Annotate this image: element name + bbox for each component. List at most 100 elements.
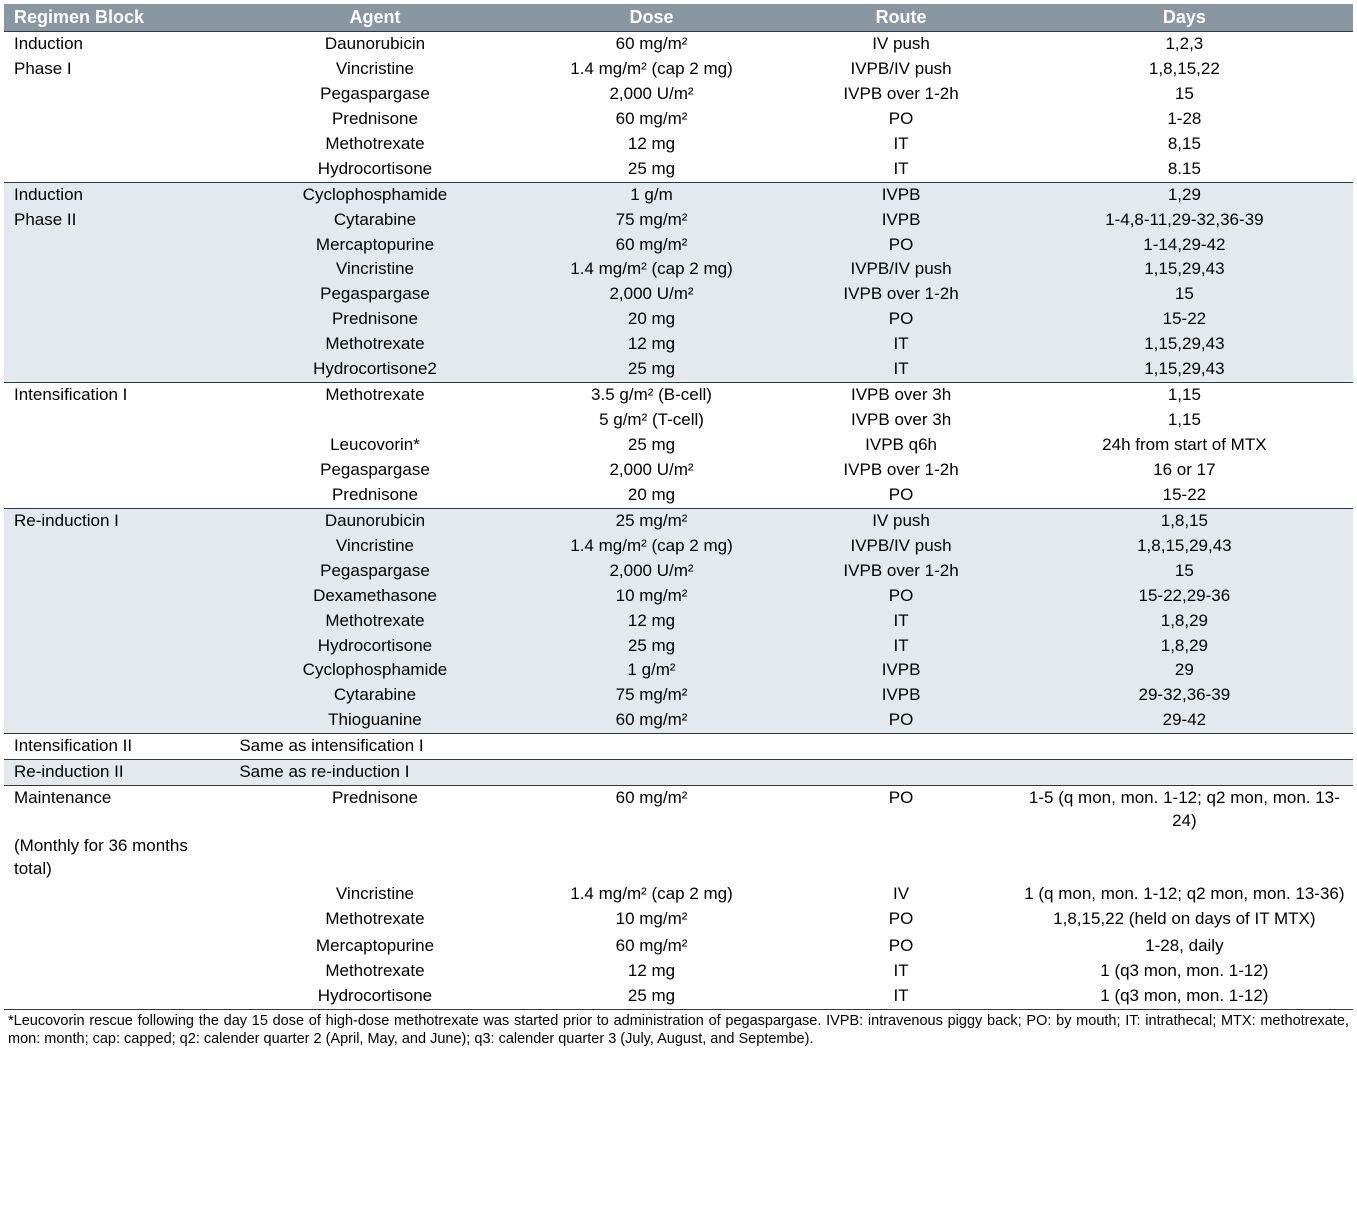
cell-route: PO (786, 708, 1015, 733)
cell-route: IT (786, 959, 1015, 984)
cell-dose: 25 mg (517, 157, 787, 182)
cell-regimen (4, 634, 233, 659)
cell-dose: 25 mg (517, 433, 787, 458)
table-row: Re-induction IISame as re-induction I (4, 760, 1353, 786)
cell-days: 8.15 (1016, 157, 1353, 182)
cell-agent: Pegaspargase (233, 282, 516, 307)
regimen-table: Regimen Block Agent Dose Route Days Indu… (4, 4, 1353, 1009)
cell-agent: Same as re-induction I (233, 760, 516, 786)
cell-agent: Daunorubicin (233, 32, 516, 57)
table-row: Pegaspargase2,000 U/m²IVPB over 1-2h15 (4, 82, 1353, 107)
cell-route: IV push (786, 32, 1015, 57)
table-row: Hydrocortisone25 mgIT8.15 (4, 157, 1353, 182)
cell-regimen (4, 609, 233, 634)
cell-regimen (4, 584, 233, 609)
cell-regimen (4, 959, 233, 984)
cell-dose: 75 mg/m² (517, 683, 787, 708)
table-row: MaintenancePrednisone60 mg/m²PO1-5 (q mo… (4, 786, 1353, 834)
cell-agent: Mercaptopurine (233, 233, 516, 258)
cell-agent: Methotrexate (233, 609, 516, 634)
col-header-dose: Dose (517, 4, 787, 32)
cell-route: IT (786, 132, 1015, 157)
cell-agent: Cytarabine (233, 683, 516, 708)
cell-agent: Hydrocortisone (233, 634, 516, 659)
cell-dose (517, 734, 787, 760)
table-row: Mercaptopurine60 mg/m²PO1-14,29-42 (4, 233, 1353, 258)
table-row: InductionDaunorubicin60 mg/m²IV push1,2,… (4, 32, 1353, 57)
table-row: Methotrexate10 mg/m²PO1,8,15,22 (held on… (4, 907, 1353, 932)
cell-regimen (4, 934, 233, 959)
cell-dose: 2,000 U/m² (517, 282, 787, 307)
cell-agent (233, 834, 516, 882)
cell-days: 15-22 (1016, 307, 1353, 332)
cell-regimen (4, 82, 233, 107)
cell-days: 15-22 (1016, 483, 1353, 508)
cell-route: IVPB over 1-2h (786, 559, 1015, 584)
table-row: Cytarabine75 mg/m²IVPB29-32,36-39 (4, 683, 1353, 708)
cell-dose: 3.5 g/m² (B-cell) (517, 383, 787, 408)
cell-dose: 60 mg/m² (517, 233, 787, 258)
cell-route: IVPB (786, 208, 1015, 233)
cell-agent: Methotrexate (233, 383, 516, 408)
table-row: Prednisone20 mgPO15-22 (4, 483, 1353, 508)
cell-dose: 1.4 mg/m² (cap 2 mg) (517, 882, 787, 907)
cell-route: IVPB over 3h (786, 408, 1015, 433)
cell-route: IVPB (786, 182, 1015, 207)
cell-agent: Methotrexate (233, 959, 516, 984)
cell-dose: 60 mg/m² (517, 32, 787, 57)
cell-agent: Thioguanine (233, 708, 516, 733)
cell-regimen (4, 708, 233, 733)
cell-route: PO (786, 107, 1015, 132)
table-row: Methotrexate12 mgIT8,15 (4, 132, 1353, 157)
cell-agent (233, 408, 516, 433)
table-row: Methotrexate12 mgIT1,8,29 (4, 609, 1353, 634)
cell-agent: Daunorubicin (233, 508, 516, 533)
cell-agent: Hydrocortisone (233, 984, 516, 1009)
cell-route: IT (786, 332, 1015, 357)
cell-days: 1-14,29-42 (1016, 233, 1353, 258)
cell-dose: 2,000 U/m² (517, 82, 787, 107)
cell-days: 1,15,29,43 (1016, 257, 1353, 282)
table-row: Hydrocortisone25 mgIT1,8,29 (4, 634, 1353, 659)
cell-regimen: Maintenance (4, 786, 233, 834)
table-row: Intensification IMethotrexate3.5 g/m² (B… (4, 383, 1353, 408)
cell-regimen (4, 534, 233, 559)
cell-route: PO (786, 934, 1015, 959)
cell-dose: 20 mg (517, 483, 787, 508)
table-row: 5 g/m² (T-cell)IVPB over 3h1,15 (4, 408, 1353, 433)
cell-dose: 60 mg/m² (517, 786, 787, 834)
cell-regimen (4, 882, 233, 907)
cell-agent: Mercaptopurine (233, 934, 516, 959)
cell-agent: Vincristine (233, 534, 516, 559)
cell-dose: 10 mg/m² (517, 584, 787, 609)
cell-dose: 60 mg/m² (517, 708, 787, 733)
cell-dose: 1 g/m² (517, 658, 787, 683)
table-row: Mercaptopurine60 mg/m²PO1-28, daily (4, 934, 1353, 959)
cell-agent: Methotrexate (233, 332, 516, 357)
cell-days: 16 or 17 (1016, 458, 1353, 483)
cell-route: IVPB q6h (786, 433, 1015, 458)
cell-regimen: Phase I (4, 57, 233, 82)
table-row: Vincristine1.4 mg/m² (cap 2 mg)IVPB/IV p… (4, 257, 1353, 282)
cell-days: 1 (q3 mon, mon. 1-12) (1016, 984, 1353, 1009)
cell-route: IVPB (786, 658, 1015, 683)
table-row: Pegaspargase2,000 U/m²IVPB over 1-2h15 (4, 282, 1353, 307)
cell-days: 1,15 (1016, 408, 1353, 433)
cell-agent: Vincristine (233, 882, 516, 907)
cell-regimen (4, 483, 233, 508)
cell-route: IVPB (786, 683, 1015, 708)
cell-agent: Pegaspargase (233, 82, 516, 107)
cell-regimen (4, 107, 233, 132)
cell-days: 1,29 (1016, 182, 1353, 207)
table-row: Intensification IISame as intensificatio… (4, 734, 1353, 760)
cell-dose: 60 mg/m² (517, 107, 787, 132)
cell-route (786, 734, 1015, 760)
cell-regimen (4, 559, 233, 584)
cell-agent: Cytarabine (233, 208, 516, 233)
cell-dose: 20 mg (517, 307, 787, 332)
cell-days: 1,8,15,29,43 (1016, 534, 1353, 559)
cell-agent: Prednisone (233, 107, 516, 132)
cell-days: 24h from start of MTX (1016, 433, 1353, 458)
cell-days: 1,2,3 (1016, 32, 1353, 57)
cell-days: 29-32,36-39 (1016, 683, 1353, 708)
